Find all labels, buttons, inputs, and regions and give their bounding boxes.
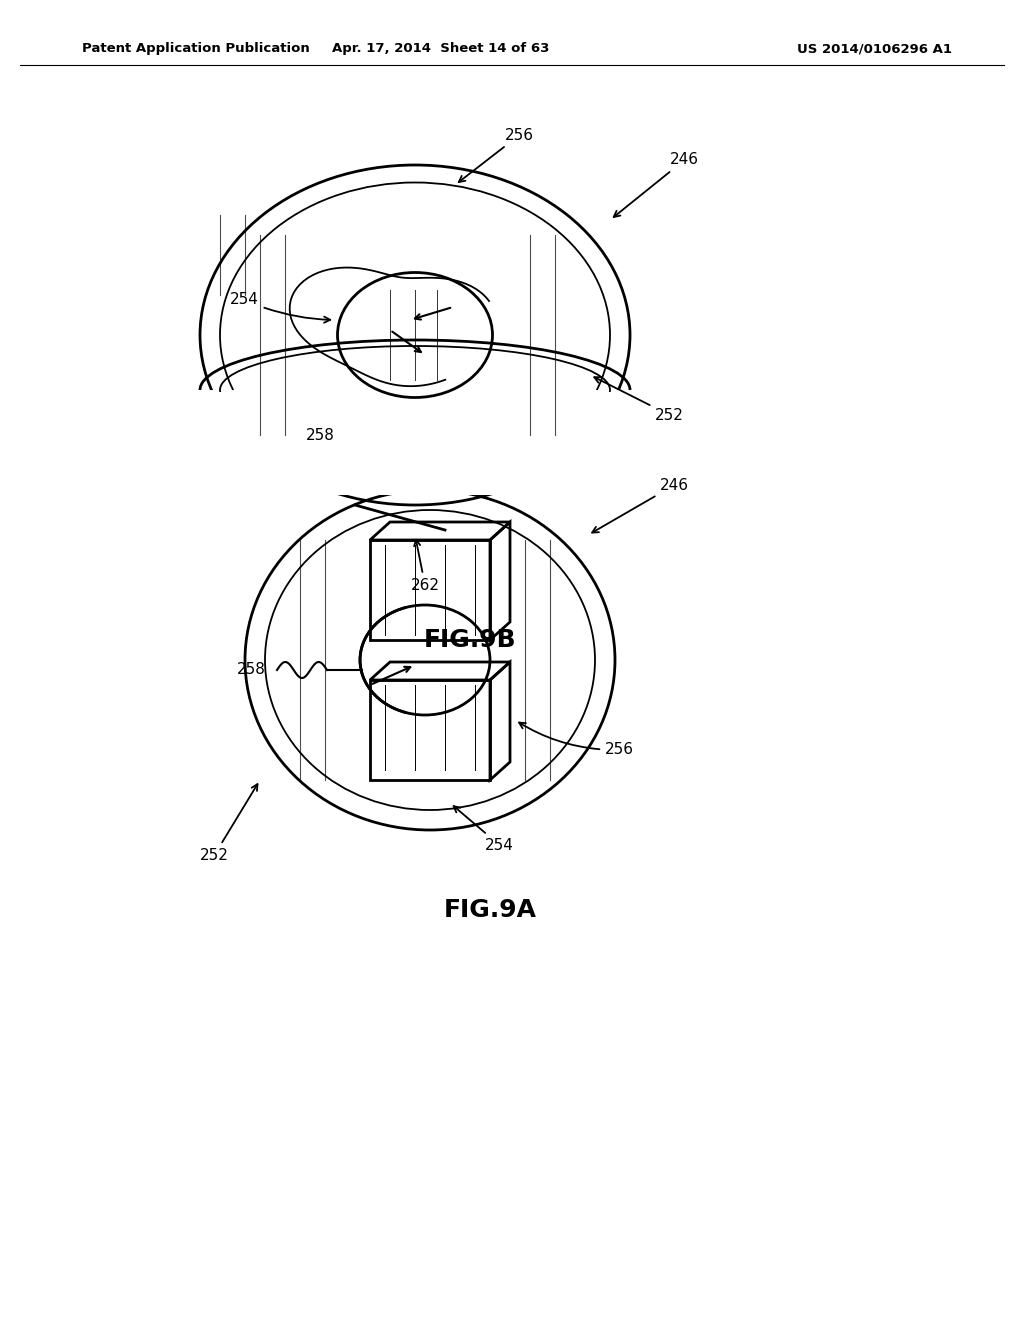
Bar [215,392,615,490]
Text: US 2014/0106296 A1: US 2014/0106296 A1 [798,42,952,55]
Text: Patent Application Publication: Patent Application Publication [82,42,309,55]
Text: 246: 246 [613,153,699,216]
Text: 256: 256 [459,128,534,182]
Text: 258: 258 [237,663,266,677]
Text: FIG.9A: FIG.9A [443,898,537,921]
Text: 254: 254 [230,293,330,322]
Text: 252: 252 [594,378,684,422]
Text: 258: 258 [305,428,335,442]
Text: FIG.9B: FIG.9B [424,628,516,652]
Text: 252: 252 [200,784,257,862]
Bar [195,389,635,495]
Text: Apr. 17, 2014  Sheet 14 of 63: Apr. 17, 2014 Sheet 14 of 63 [332,42,549,55]
Text: 254: 254 [454,807,514,853]
Text: 262: 262 [411,540,439,593]
Text: 256: 256 [519,722,634,758]
Text: 246: 246 [592,478,689,532]
